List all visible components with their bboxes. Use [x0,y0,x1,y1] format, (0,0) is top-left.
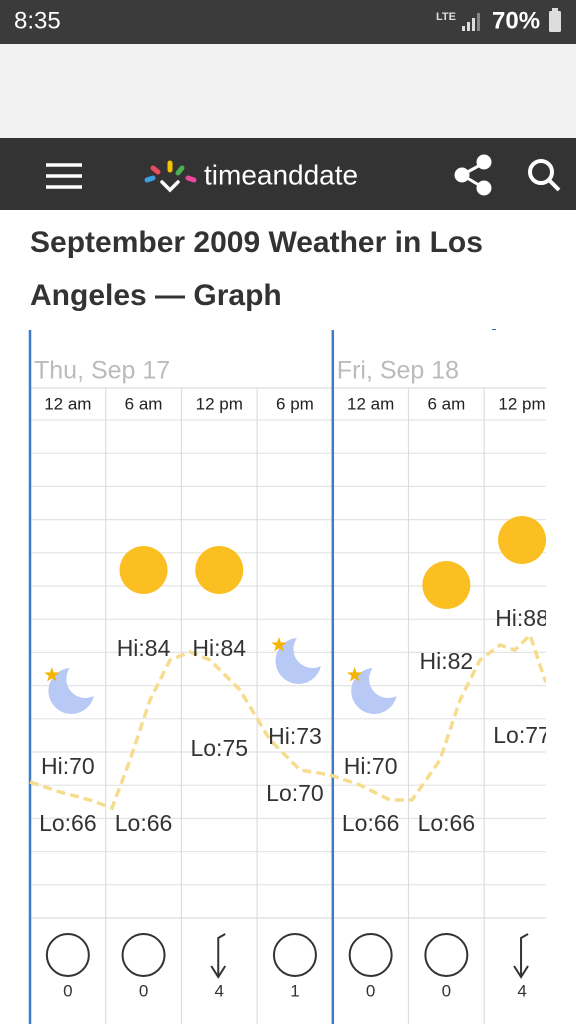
time-label: 12 pm [498,394,545,413]
temperature-curve [29,631,546,811]
lo-label: Lo:66 [418,810,476,836]
day-label: Fri, Sep 18 [337,357,459,385]
calm-icon [121,933,166,977]
calm-icon [45,933,90,977]
sun-icon [195,546,244,594]
calm-icon [272,933,317,977]
sun-icon [422,561,471,609]
wind-speed: 4 [215,981,224,1000]
moon-icon [347,667,397,714]
brand[interactable]: timeanddate [204,159,358,190]
hi-label: Hi:82 [419,648,473,674]
moon-icon [271,637,321,684]
menu-button[interactable] [46,163,82,189]
network-type: LTE [436,11,456,23]
logo-mark [144,160,197,193]
search-button[interactable] [528,159,561,192]
time-label: 12 am [44,394,91,413]
hi-label: Hi:88 [495,605,549,631]
hi-label: Hi:70 [344,753,398,779]
page-title: September 2009 Weather in Los [30,226,483,259]
time-label: 12 am [347,394,394,413]
lo-label: Lo:77 [493,722,551,748]
lo-label: Lo:75 [190,735,248,761]
wind-speed: 0 [442,981,451,1000]
hi-label: Hi:84 [117,635,171,661]
moon-icon [44,667,94,714]
day-label: Thu, Sep 17 [34,357,170,385]
wind-speed: 4 [517,981,526,1000]
status-bar [0,0,576,44]
wind-arrow [210,933,227,979]
wind-speed: 1 [290,981,299,1000]
battery-icon [549,8,561,32]
url-area [0,44,576,138]
share-button[interactable] [454,154,492,196]
calm-icon [348,933,393,977]
time-label: 12 pm [196,394,243,413]
time-label: 6 pm [276,394,314,413]
sun-icon [498,516,546,564]
page-title: Angeles — Graph [30,279,282,312]
battery-level: 70% [492,7,540,34]
hi-label: Hi:84 [192,635,246,661]
lo-label: Lo:66 [342,810,400,836]
weather-graph: Thu, Sep 17 Fri, Sep 18 12 am Hi:70 Lo:66 0 6… [28,330,551,1024]
hi-label: Hi:70 [41,753,95,779]
wind-speed: 0 [139,981,148,1000]
nav-bar [0,138,576,210]
wind-speed: 0 [366,981,375,1000]
lo-label: Lo:70 [266,780,324,806]
lo-label: Lo:66 [39,810,97,836]
time-label: 6 am [125,394,163,413]
calm-icon [424,933,469,977]
wind-arrow [513,933,529,979]
wind-speed: 0 [63,981,72,1000]
lo-label: Lo:66 [115,810,173,836]
time-label: 6 am [427,394,465,413]
status-time: 8:35 [14,7,61,34]
signal-icon [462,13,480,31]
sun-icon [119,546,168,594]
hi-label: Hi:73 [268,723,322,749]
